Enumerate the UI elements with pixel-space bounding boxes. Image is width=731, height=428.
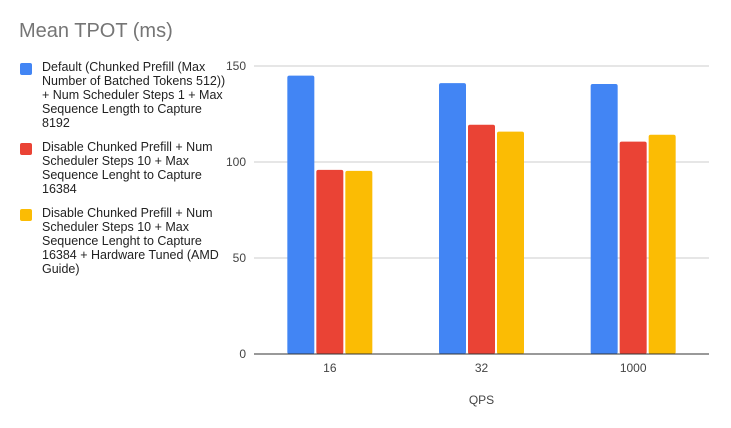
legend-swatch	[20, 63, 32, 75]
bar-16-series-1	[316, 169, 344, 354]
bar-32-series-1	[468, 124, 495, 354]
y-tick-label: 50	[233, 251, 247, 265]
legend-swatch	[20, 209, 32, 221]
bar-1000-series-1	[619, 141, 647, 354]
x-tick-label: 32	[475, 361, 489, 375]
bar-32-series-2	[497, 131, 524, 354]
legend-item-disable-chunked: Disable Chunked Prefill + Num Scheduler …	[20, 140, 232, 196]
chart-title: Mean TPOT (ms)	[19, 20, 173, 42]
bar-1000-series-2	[648, 134, 676, 354]
bar-32-series-0	[439, 83, 466, 354]
legend-label: Default (Chunked Prefill (Max Number of …	[42, 60, 226, 130]
bar-16-series-0	[287, 75, 315, 354]
legend-label: Disable Chunked Prefill + Num Scheduler …	[42, 140, 213, 196]
y-tick-label: 100	[226, 155, 246, 169]
y-tick-label: 150	[226, 59, 246, 73]
bar-16-series-2	[345, 170, 373, 354]
legend-item-default: Default (Chunked Prefill (Max Number of …	[20, 60, 232, 130]
y-tick-label: 0	[239, 347, 246, 361]
bar-1000-series-0	[590, 84, 618, 354]
legend-swatch	[20, 143, 32, 155]
x-axis-title: QPS	[469, 393, 494, 407]
legend-item-hardware-tuned: Disable Chunked Prefill + Num Scheduler …	[20, 206, 232, 276]
x-tick-label: 16	[323, 361, 337, 375]
x-tick-label: 1000	[620, 361, 647, 375]
legend-label: Disable Chunked Prefill + Num Scheduler …	[42, 206, 219, 276]
